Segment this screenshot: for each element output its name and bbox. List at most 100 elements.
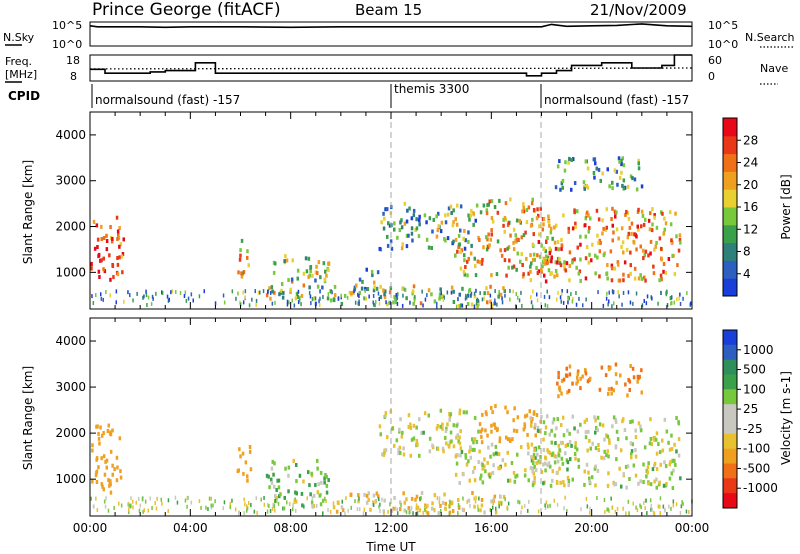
heatmap-cell	[614, 509, 617, 514]
heatmap-cell	[249, 467, 253, 472]
heatmap-cell	[325, 273, 328, 278]
heatmap-cell	[628, 379, 632, 384]
station-title: Prince George (fitACF)	[92, 0, 281, 20]
heatmap-cell	[529, 264, 532, 269]
heatmap-cell	[643, 253, 646, 258]
heatmap-cell	[550, 428, 553, 433]
heatmap-cell	[562, 300, 565, 305]
heatmap-cell	[222, 293, 225, 298]
heatmap-cell	[466, 259, 469, 264]
colorbar-tick-label: -1000	[743, 481, 778, 495]
heatmap-cell	[598, 387, 602, 392]
heatmap-cell	[530, 458, 534, 463]
heatmap-cell	[243, 511, 245, 516]
heatmap-cell	[675, 416, 678, 420]
heatmap-cell	[489, 237, 493, 242]
heatmap-cell	[372, 288, 376, 293]
heatmap-cell	[418, 453, 421, 458]
heatmap-cell	[112, 275, 115, 280]
heatmap-cell	[549, 230, 553, 235]
heatmap-cell	[616, 260, 620, 265]
heatmap-cell	[587, 229, 590, 234]
heatmap-cell	[606, 449, 609, 454]
heatmap-cell	[292, 458, 295, 463]
heatmap-cell	[521, 303, 523, 308]
heatmap-cell	[431, 506, 434, 511]
heatmap-cell	[578, 296, 580, 301]
heatmap-cell	[631, 176, 634, 181]
heatmap-cell	[635, 291, 638, 296]
x-tick-label: 08:00	[273, 521, 308, 535]
heatmap-cell	[506, 505, 508, 510]
heatmap-cell	[97, 431, 100, 436]
heatmap-cell	[374, 303, 376, 308]
heatmap-cell	[492, 463, 495, 468]
heatmap-cell	[490, 429, 493, 434]
heatmap-cell	[524, 468, 527, 473]
heatmap-cell	[325, 499, 327, 504]
heatmap-cell	[577, 458, 580, 463]
heatmap-cell	[302, 283, 306, 288]
heatmap-cell	[458, 292, 461, 297]
heatmap-cell	[621, 183, 624, 188]
heatmap-cell	[446, 422, 449, 427]
heatmap-cell	[365, 493, 369, 498]
heatmap-cell	[583, 186, 586, 191]
heatmap-cell	[491, 470, 495, 475]
heatmap-cell	[386, 234, 389, 239]
heatmap-cell	[250, 503, 252, 507]
heatmap-cell	[504, 293, 506, 298]
heatmap-cell	[452, 423, 455, 428]
heatmap-cell	[555, 273, 559, 278]
heatmap-cell	[509, 297, 511, 302]
heatmap-cell	[563, 483, 566, 488]
freq-axis-label-1: Freq.	[5, 55, 32, 68]
heatmap-cell	[548, 451, 552, 456]
heatmap-cell	[554, 246, 558, 251]
heatmap-cell	[489, 508, 492, 512]
heatmap-cell	[597, 290, 599, 295]
heatmap-cell	[246, 508, 248, 513]
heatmap-cell	[474, 218, 477, 223]
heatmap-cell	[514, 238, 517, 243]
heatmap-cell	[305, 269, 309, 274]
heatmap-cell	[661, 448, 665, 453]
heatmap-cell	[467, 213, 470, 218]
heatmap-cell	[480, 473, 483, 478]
heatmap-cell	[537, 445, 541, 450]
heatmap-cell	[273, 461, 276, 466]
heatmap-cell	[348, 290, 351, 295]
heatmap-cell	[317, 260, 321, 265]
heatmap-cell	[100, 433, 104, 438]
heatmap-cell	[420, 491, 424, 495]
heatmap-cell	[512, 428, 516, 433]
heatmap-cell	[667, 257, 671, 261]
heatmap-cell	[118, 255, 121, 260]
heatmap-cell	[662, 269, 665, 274]
heatmap-cell	[593, 175, 596, 180]
heatmap-cell	[371, 273, 374, 278]
heatmap-cell	[410, 496, 414, 501]
heatmap-cell	[585, 417, 588, 422]
colorbar-swatch	[723, 118, 737, 137]
heatmap-cell	[516, 415, 520, 420]
heatmap-cell	[443, 492, 446, 497]
heatmap-cell	[415, 494, 419, 499]
heatmap-cell	[634, 428, 637, 433]
heatmap-cell	[186, 496, 189, 501]
heatmap-cell	[481, 297, 484, 302]
heatmap-cell	[646, 294, 649, 299]
heatmap-cell	[563, 506, 565, 511]
heatmap-cell	[422, 430, 425, 435]
heatmap-cell	[413, 298, 416, 303]
heatmap-cell	[116, 465, 119, 470]
heatmap-cell	[294, 296, 298, 301]
heatmap-cell	[116, 256, 119, 260]
heatmap-cell	[473, 256, 476, 261]
heatmap-cell	[607, 471, 610, 476]
heatmap-cell	[614, 420, 618, 424]
heatmap-cell	[297, 289, 300, 294]
heatmap-cell	[274, 494, 277, 498]
heatmap-cell	[330, 289, 332, 294]
